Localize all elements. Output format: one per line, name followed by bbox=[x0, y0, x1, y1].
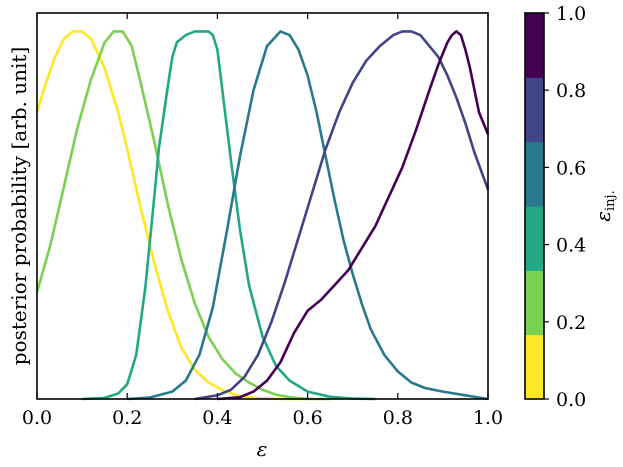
colorbar-segment bbox=[525, 77, 544, 143]
series-line-5 bbox=[194, 30, 490, 401]
colorbar-ticks: 0.0 0.2 0.4 0.6 0.8 1.0 bbox=[544, 3, 586, 411]
colorbar-frame bbox=[524, 12, 545, 400]
colorbar-tick-label: 0.2 bbox=[556, 312, 586, 334]
colorbar-segment bbox=[525, 206, 544, 271]
colorbar-tick-label: 0.4 bbox=[556, 235, 586, 257]
colorbar-tick-label: 1.0 bbox=[556, 3, 586, 25]
x-tick-label: 0.2 bbox=[112, 407, 142, 429]
colorbar-label-sub: inj. bbox=[603, 190, 618, 211]
x-tick-label: 0.0 bbox=[22, 407, 52, 429]
colorbar-label-main: ε bbox=[591, 211, 615, 222]
x-tick-label: 0.6 bbox=[292, 407, 322, 429]
x-axis-ticks: 0.0 0.2 0.4 0.6 0.8 1.0 bbox=[22, 13, 503, 429]
colorbar-segment bbox=[525, 13, 544, 78]
colorbar-segment bbox=[525, 270, 544, 336]
x-axis-label: ε bbox=[257, 437, 268, 461]
colorbar-segment bbox=[525, 141, 544, 207]
colorbar bbox=[525, 13, 544, 400]
y-axis-label: posterior probability [arb. unit] bbox=[7, 47, 31, 366]
series-line-6 bbox=[217, 30, 490, 401]
x-tick-label: 0.8 bbox=[383, 407, 413, 429]
series-line-2 bbox=[35, 30, 331, 401]
series-line-3 bbox=[82, 30, 376, 401]
x-tick-label: 1.0 bbox=[473, 407, 503, 429]
colorbar-tick-label: 0.0 bbox=[556, 389, 586, 411]
x-tick-label: 0.4 bbox=[202, 407, 232, 429]
series-line-4 bbox=[127, 30, 489, 401]
colorbar-tick-label: 0.8 bbox=[556, 80, 586, 102]
colorbar-label: εinj. bbox=[591, 190, 618, 221]
plot-frame bbox=[36, 12, 489, 400]
colorbar-segment bbox=[525, 334, 544, 400]
colorbar-tick-label: 0.6 bbox=[556, 157, 586, 179]
plot-lines bbox=[35, 30, 490, 401]
